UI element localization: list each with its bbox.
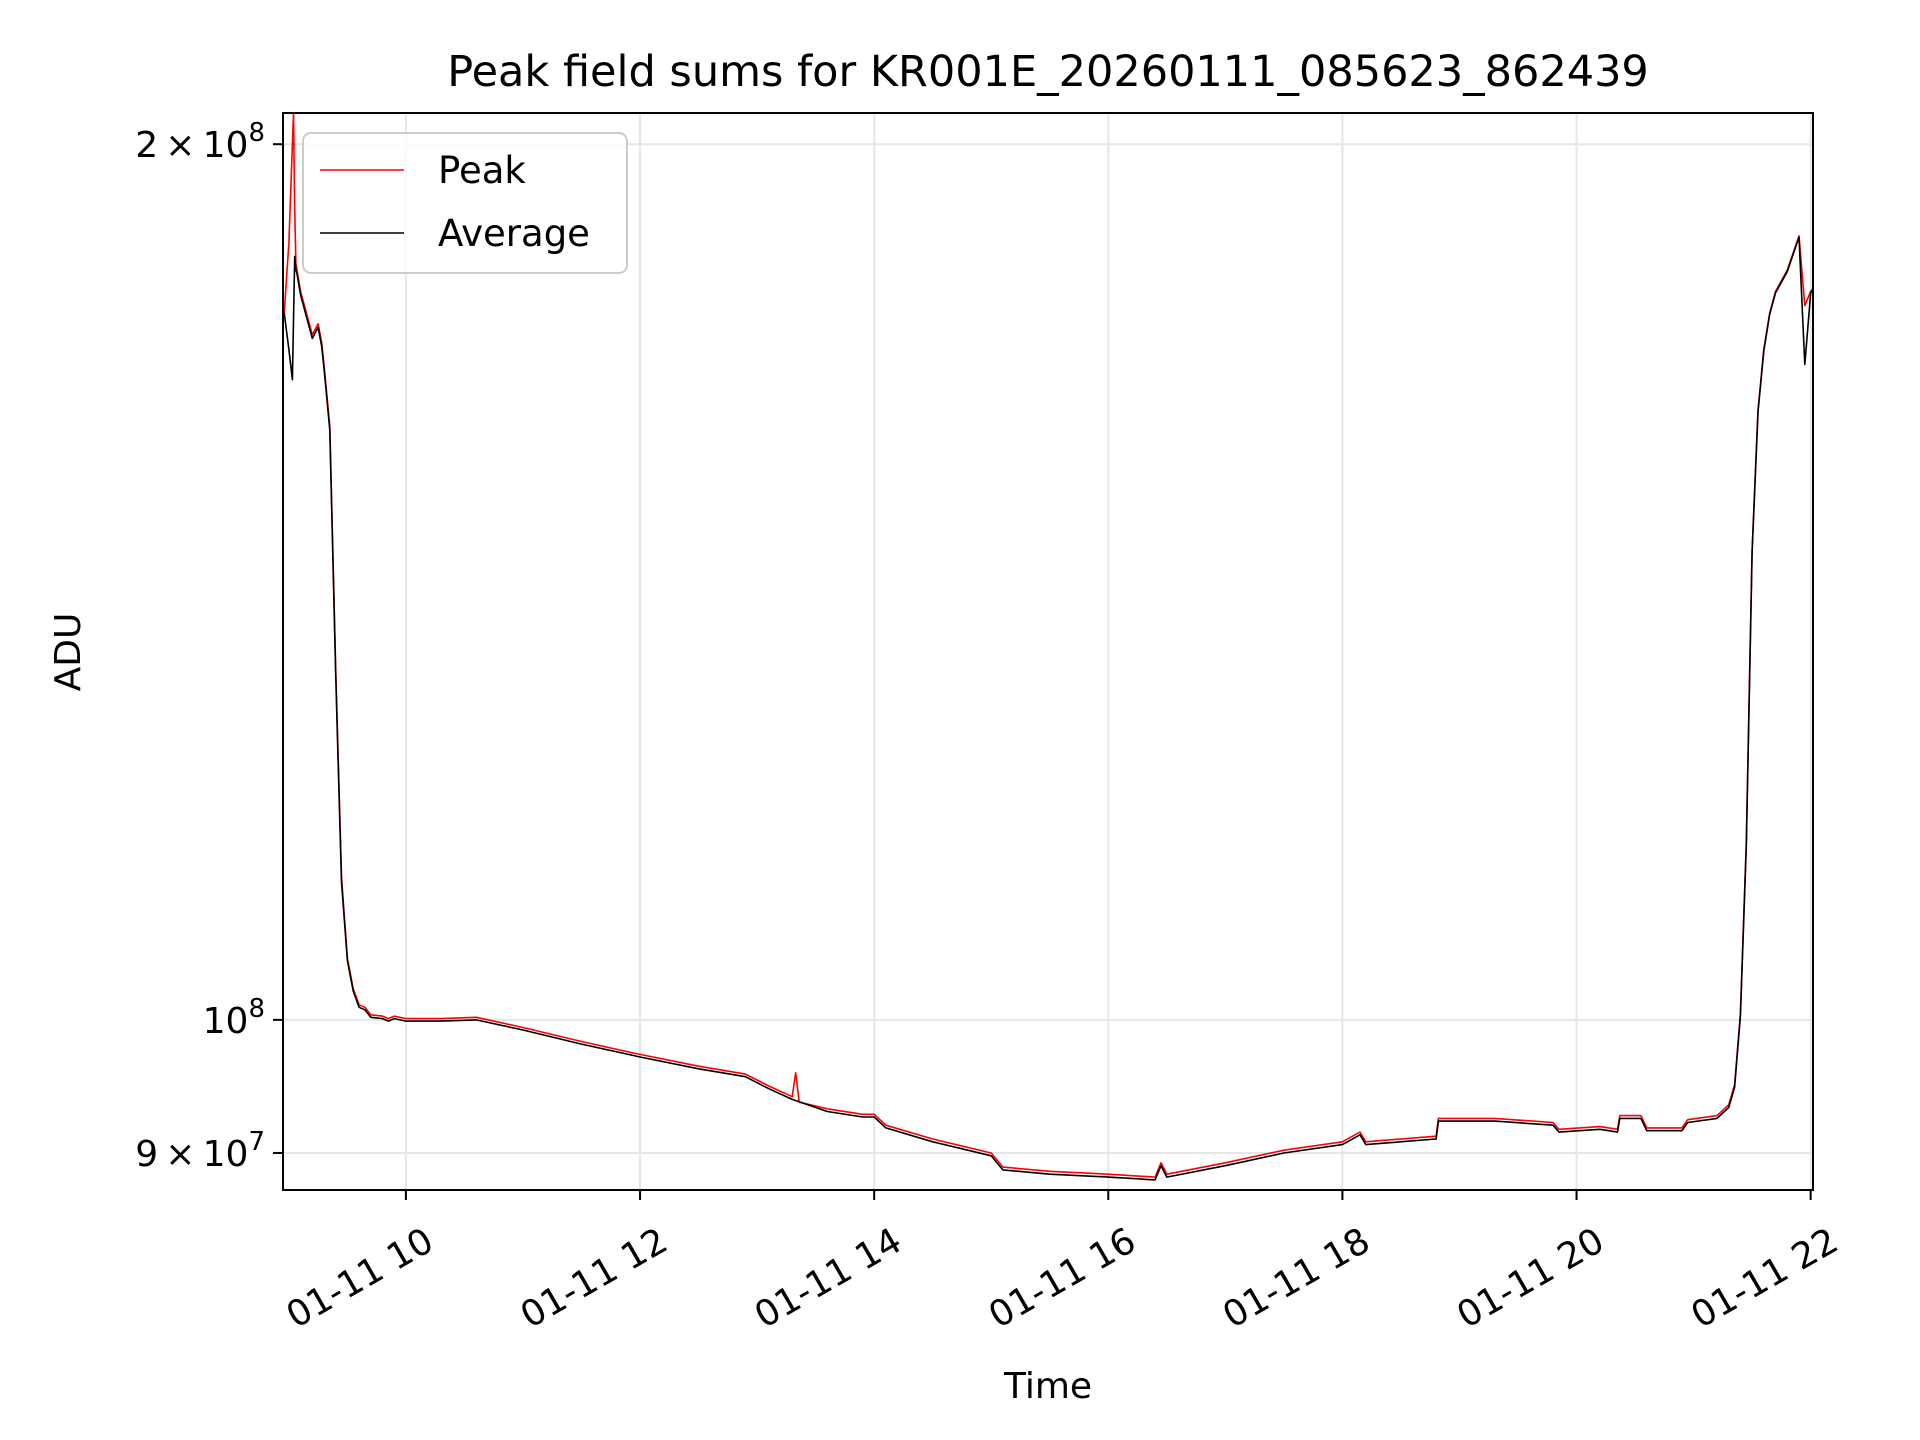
legend-label-average: Average	[438, 212, 590, 255]
legend-box	[302, 132, 628, 274]
series-lines	[283, 113, 1813, 1181]
legend: Peak Average	[302, 132, 628, 274]
plot-frame	[282, 112, 1814, 1191]
chart-title: Peak field sums for KR001E_20260111_0856…	[447, 47, 1649, 97]
series-line-average	[283, 236, 1813, 1181]
x-axis-label: Time	[1003, 1366, 1092, 1407]
y-axis-label: ADU	[48, 613, 89, 692]
y-tick-label: 108	[203, 994, 265, 1042]
y-axis-ticks: 2 × 108 108 9 × 107	[135, 118, 283, 1175]
legend-label-peak: Peak	[438, 149, 526, 192]
y-tick-label: 9 × 107	[135, 1127, 265, 1175]
y-tick-label: 2 × 108	[135, 118, 265, 166]
